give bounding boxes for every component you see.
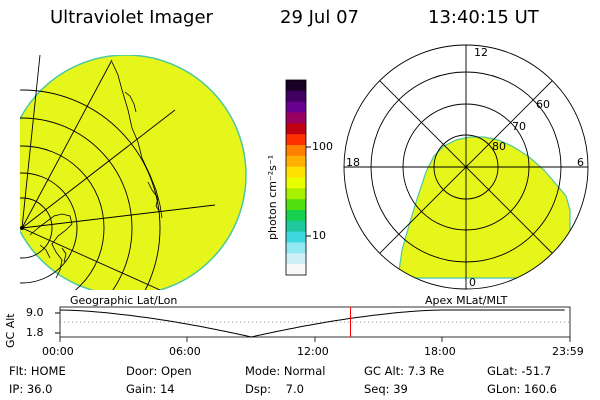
colorbar-segment <box>286 199 306 211</box>
xtick-1800: 18:00 <box>424 345 456 358</box>
colorbar-tick-10: 10 <box>312 229 326 242</box>
altitude-ytick-bottom: 1.8 <box>26 326 44 339</box>
apex-panel-label: Apex MLat/MLT <box>425 294 508 307</box>
altitude-plot <box>55 306 571 342</box>
colorbar-segment <box>286 177 306 189</box>
lat-lon-grid <box>20 55 216 290</box>
gain-value: 14 <box>159 382 175 396</box>
colorbar-segment <box>286 80 306 92</box>
colorbar-segment <box>286 253 306 265</box>
colorbar-segment <box>286 231 306 243</box>
glon-field: GLon: 160.6 <box>487 382 557 396</box>
time-label: 13:40:15 UT <box>428 7 539 28</box>
colorbar-segment <box>286 123 306 135</box>
coastline <box>29 61 163 279</box>
x-ticks <box>59 337 571 342</box>
xtick-2359: 23:59 <box>552 345 584 358</box>
dsp-field: Dsp: 7.0 <box>245 382 304 396</box>
colorbar-segment <box>286 242 306 254</box>
xtick-0000: 00:00 <box>42 345 74 358</box>
altitude-ytick-top: 9.0 <box>26 306 44 319</box>
colorbar-unit-label: photon cm⁻²s⁻¹ <box>266 154 279 240</box>
polar-image <box>343 44 589 290</box>
colorbar-segment <box>286 220 306 233</box>
colorbar-segment <box>286 155 306 168</box>
uv-oval <box>397 136 571 279</box>
colorbar-segment <box>286 134 306 146</box>
geographic-panel-label: Geographic Lat/Lon <box>70 294 178 307</box>
door-field: Door: Open <box>126 364 192 378</box>
mode-field: Mode: Normal <box>245 364 326 378</box>
colorbar-segment <box>286 188 306 200</box>
dsp-value: 7.0 <box>285 382 304 396</box>
flt-field: Flt: HOME <box>9 364 66 378</box>
gain-field: Gain: 14 <box>126 382 175 396</box>
altitude-ylabel: GC Alt <box>4 313 17 348</box>
gcalt-value: 7.3 Re <box>407 364 445 378</box>
mode-value: Normal <box>283 364 326 378</box>
colorbar-segment <box>286 90 306 103</box>
ip-field: IP: 36.0 <box>9 382 53 396</box>
colorbar-segment <box>286 145 306 157</box>
gcalt-field: GC Alt: 7.3 Re <box>364 364 445 378</box>
glon-value: 160.6 <box>523 382 557 396</box>
mlt-18-label: 18 <box>346 156 360 169</box>
app-title: Ultraviolet Imager <box>50 7 213 28</box>
date-label: 29 Jul 07 <box>280 7 359 28</box>
mlt-12-label: 12 <box>474 46 488 59</box>
mlat-60-label: 60 <box>536 98 550 111</box>
colorbar-segment <box>286 166 306 178</box>
mlat-70-label: 70 <box>512 120 526 133</box>
colorbar-segment <box>286 101 306 113</box>
colorbar-segment <box>286 264 306 276</box>
mlat-80-label: 80 <box>492 140 506 153</box>
flt-value: HOME <box>30 364 66 378</box>
altitude-curve <box>59 309 565 338</box>
geographic-image <box>20 55 247 290</box>
glat-field: GLat: -51.7 <box>487 364 552 378</box>
colorbar-segment <box>286 210 306 222</box>
colorbar-segment <box>286 112 306 124</box>
mlat-mlt-grid <box>343 44 589 290</box>
xtick-1200: 12:00 <box>297 345 329 358</box>
xtick-0600: 06:00 <box>169 345 201 358</box>
glat-value: -51.7 <box>521 364 552 378</box>
seq-value: 39 <box>393 382 408 396</box>
mlt-0-label: 0 <box>469 276 476 289</box>
ip-value: 36.0 <box>26 382 53 396</box>
uv-disk <box>20 55 247 290</box>
mlt-6-label: 6 <box>577 156 584 169</box>
colorbar <box>285 79 311 276</box>
colorbar-tick-100: 100 <box>312 140 333 153</box>
door-value: Open <box>160 364 192 378</box>
seq-field: Seq: 39 <box>364 382 408 396</box>
